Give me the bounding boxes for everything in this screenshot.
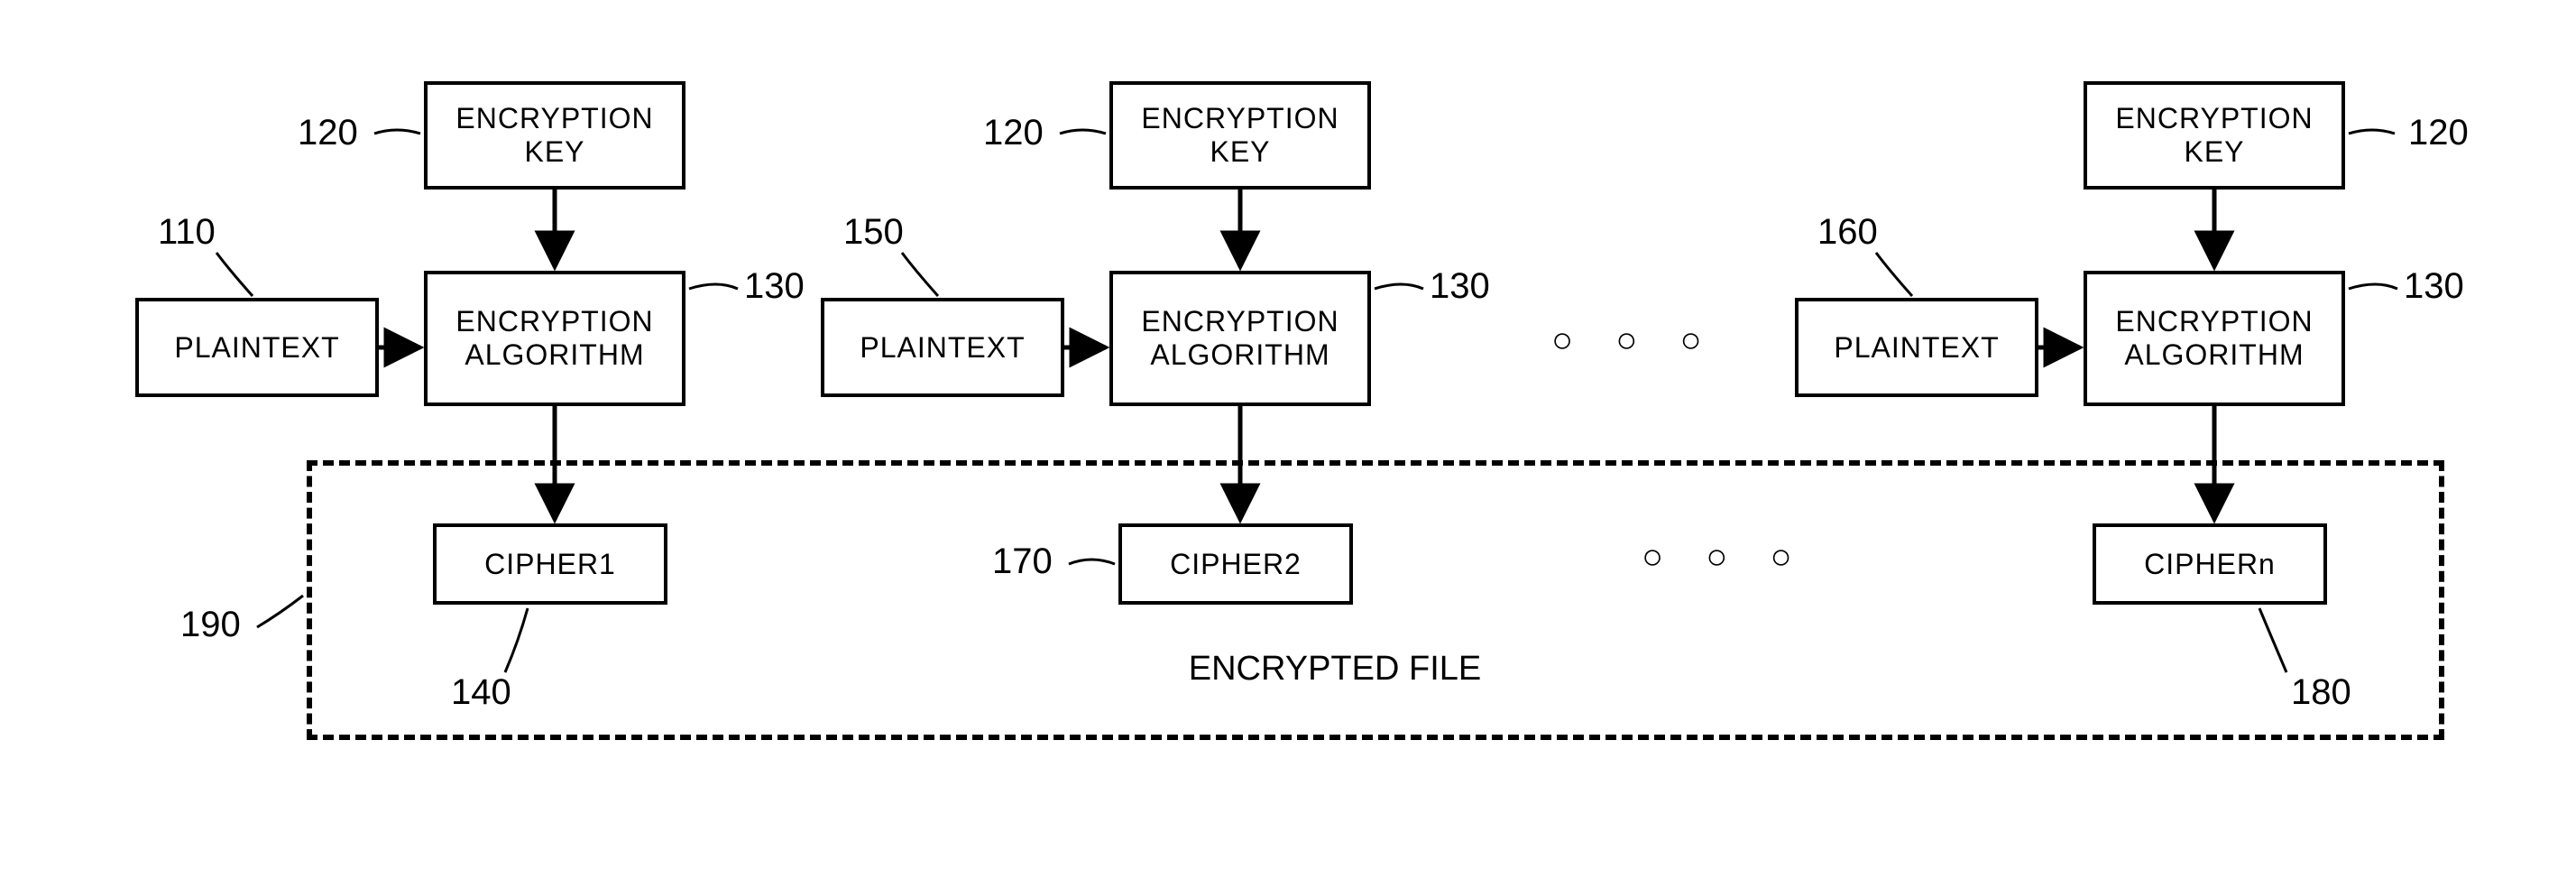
ref-120b: 120: [983, 113, 1044, 153]
ref-140: 140: [451, 672, 511, 713]
node-cipher-2: CIPHER2: [1118, 523, 1353, 605]
encrypted-file-label: ENCRYPTED FILE: [1155, 650, 1515, 689]
node-encryption-key-1: ENCRYPTIONKEY: [424, 81, 685, 190]
node-plaintext-2: PLAINTEXT: [821, 298, 1064, 397]
node-encryption-key-3: ENCRYPTIONKEY: [2084, 81, 2345, 190]
ref-120c: 120: [2408, 113, 2469, 153]
ref-190: 190: [180, 605, 241, 645]
node-plaintext-3: PLAINTEXT: [1795, 298, 2038, 397]
node-text: ENCRYPTIONALGORITHM: [1141, 305, 1339, 372]
ref-130a: 130: [744, 266, 805, 307]
node-text: ENCRYPTIONALGORITHM: [455, 305, 653, 372]
ref-170: 170: [992, 541, 1053, 582]
node-cipher-3: CIPHERn: [2093, 523, 2327, 605]
node-text: ENCRYPTIONKEY: [2115, 102, 2313, 169]
ref-160: 160: [1817, 212, 1878, 253]
node-text: PLAINTEXT: [860, 331, 1025, 365]
ref-130c: 130: [2404, 266, 2464, 307]
ellipsis-top: ○ ○ ○: [1551, 320, 1718, 361]
ref-110: 110: [158, 212, 216, 253]
node-algorithm-1: ENCRYPTIONALGORITHM: [424, 271, 685, 406]
ellipsis-bottom: ○ ○ ○: [1642, 537, 1808, 578]
node-text: CIPHER2: [1170, 548, 1302, 581]
ref-120a: 120: [298, 113, 358, 153]
diagram-canvas: ENCRYPTIONKEY ENCRYPTIONKEY ENCRYPTIONKE…: [0, 0, 2576, 879]
node-algorithm-2: ENCRYPTIONALGORITHM: [1109, 271, 1371, 406]
ref-180: 180: [2291, 672, 2351, 713]
ref-130b: 130: [1430, 266, 1490, 307]
ref-150: 150: [843, 212, 904, 253]
node-text: CIPHER1: [484, 548, 616, 581]
node-algorithm-3: ENCRYPTIONALGORITHM: [2084, 271, 2345, 406]
node-encryption-key-2: ENCRYPTIONKEY: [1109, 81, 1371, 190]
node-text: ENCRYPTIONKEY: [455, 102, 653, 169]
node-text: PLAINTEXT: [1834, 331, 1999, 365]
node-text: CIPHERn: [2144, 548, 2276, 581]
node-text: PLAINTEXT: [174, 331, 339, 365]
node-plaintext-1: PLAINTEXT: [135, 298, 379, 397]
node-cipher-1: CIPHER1: [433, 523, 667, 605]
node-text: ENCRYPTIONKEY: [1141, 102, 1339, 169]
node-text: ENCRYPTIONALGORITHM: [2115, 305, 2313, 372]
